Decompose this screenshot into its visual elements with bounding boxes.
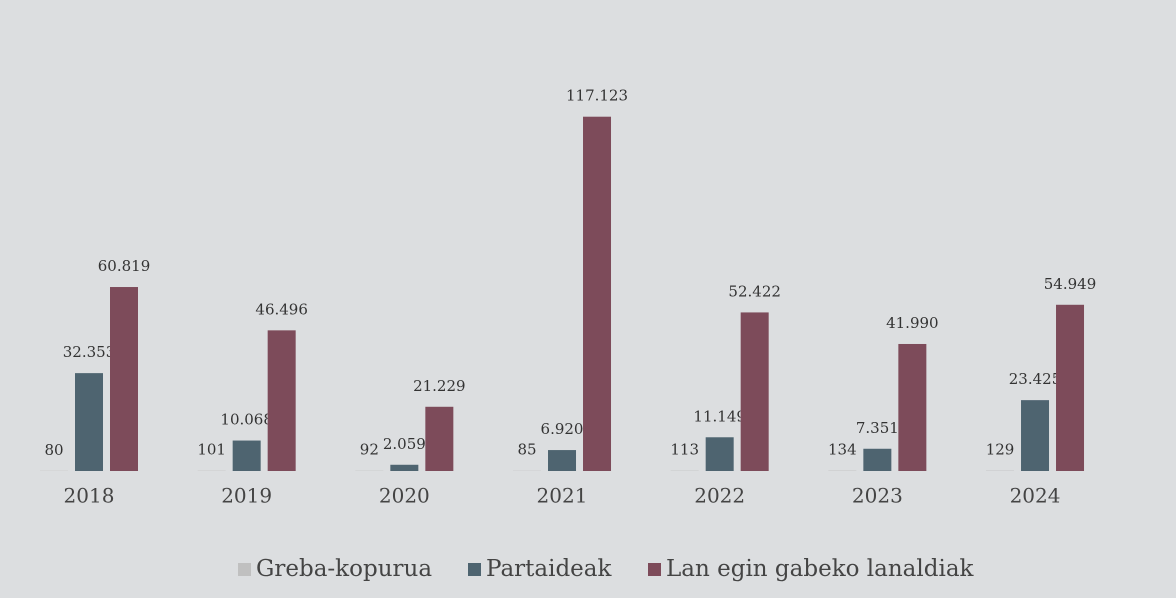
bar (898, 343, 927, 471)
bar (110, 287, 138, 471)
data-label: 101 (197, 441, 226, 459)
data-label: 10.068 (220, 411, 273, 429)
bar (583, 116, 612, 471)
x-tick-label: 2020 (379, 484, 430, 508)
x-tick-label: 2022 (694, 484, 745, 508)
data-label: 7.351 (856, 419, 899, 437)
bar (863, 448, 892, 471)
x-tick-label: 2024 (1010, 484, 1061, 508)
data-label: 60.819 (98, 257, 151, 275)
data-label: 41.990 (886, 314, 939, 332)
legend-swatch (238, 563, 251, 576)
data-label: 11.149 (693, 407, 746, 425)
bar (1056, 304, 1085, 471)
x-tick-label: 2018 (64, 484, 115, 508)
data-label: 92 (360, 441, 379, 459)
legend-swatch (468, 563, 481, 576)
data-label: 23.425 (1009, 370, 1062, 388)
data-label: 46.496 (255, 300, 308, 318)
legend-swatch (648, 563, 661, 576)
data-label: 6.920 (541, 420, 584, 438)
data-label: 113 (670, 441, 699, 459)
data-label: 129 (986, 441, 1015, 459)
data-label: 117.123 (566, 87, 628, 105)
data-label: 54.949 (1044, 275, 1097, 293)
data-label: 21.229 (413, 377, 466, 395)
data-label: 80 (44, 441, 63, 459)
data-label: 85 (517, 441, 536, 459)
legend-label: Greba-kopurua (256, 556, 432, 582)
data-label: 2.059 (383, 435, 426, 453)
legend-label: Lan egin gabeko lanaldiak (666, 556, 975, 582)
bar (75, 373, 103, 471)
x-tick-label: 2023 (852, 484, 903, 508)
bar (425, 406, 454, 471)
bar (1021, 400, 1050, 471)
bar (548, 450, 577, 471)
x-tick-label: 2021 (537, 484, 588, 508)
data-label: 52.422 (728, 282, 781, 300)
bar (740, 312, 769, 471)
bar (232, 440, 261, 471)
bar (705, 437, 734, 471)
bar (267, 330, 296, 471)
data-label: 134 (828, 441, 857, 459)
bar (390, 464, 419, 471)
legend-label: Partaideak (486, 556, 613, 582)
data-label: 32.353 (63, 343, 116, 361)
x-tick-label: 2019 (221, 484, 272, 508)
